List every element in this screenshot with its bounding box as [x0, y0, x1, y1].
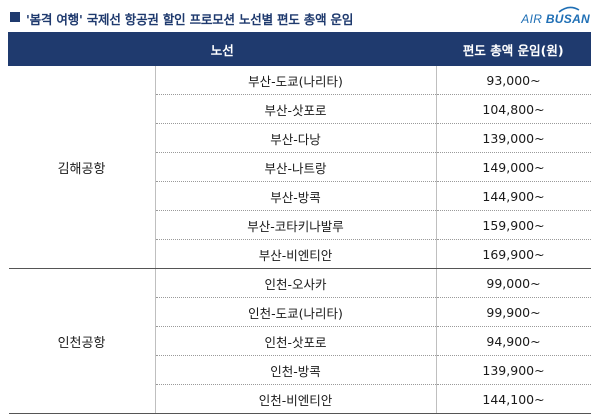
table-row: 부산-삿포로 104,800~ — [9, 94, 591, 124]
route-cell: 부산-도쿄(나리타) — [155, 65, 437, 95]
column-header-route: 노선 — [8, 33, 437, 66]
fare-cell: 144,100~ — [436, 384, 591, 414]
table-row: 인천-삿포로 94,900~ — [9, 326, 591, 356]
table-row: 인천-도쿄(나리타) 99,900~ — [9, 297, 591, 327]
logo-prefix: AIR — [521, 12, 543, 26]
route-cell: 인천-방콕 — [155, 355, 437, 385]
route-cell: 부산-다낭 — [155, 123, 437, 153]
route-cell: 인천-도쿄(나리타) — [155, 297, 437, 327]
table-row: 부산-방콕 144,900~ — [9, 181, 591, 211]
logo-main: BUSAN — [545, 12, 590, 26]
table-row: 인천공항 인천-오사카 99,000~ — [8, 268, 591, 414]
table-row: 부산-다낭 139,000~ — [9, 123, 591, 153]
table-header-row: 노선 편도 총액 운임(원) — [8, 33, 591, 66]
route-cell: 인천-오사카 — [155, 268, 437, 298]
fare-cell: 104,800~ — [436, 94, 591, 124]
route-cell: 인천-비엔티안 — [155, 384, 437, 414]
route-cell: 부산-방콕 — [155, 181, 437, 211]
fare-cell: 169,900~ — [436, 239, 591, 269]
fare-cell: 99,900~ — [436, 297, 591, 327]
airport-cell: 김해공항 — [8, 65, 156, 269]
table-row: 김해공항 부산-도쿄(나리타) 93,000~ — [8, 65, 591, 269]
airport-cell: 인천공항 — [8, 268, 156, 414]
route-cell: 부산-삿포로 — [155, 94, 437, 124]
table-top-rule — [8, 32, 591, 33]
fare-cell: 149,000~ — [436, 152, 591, 182]
page-title: '봄격 여행' 국제선 항공권 할인 프로모션 노선별 편도 총액 운임 — [26, 12, 354, 27]
route-cell: 부산-나트랑 — [155, 152, 437, 182]
table-row: 부산-코타키나발루 159,900~ — [9, 210, 591, 240]
route-cell: 인천-삿포로 — [155, 326, 437, 356]
table-row: 인천-방콕 139,900~ — [9, 355, 591, 385]
fare-cell: 93,000~ — [436, 65, 591, 95]
fare-cell: 99,000~ — [436, 268, 591, 298]
square-bullet-icon — [10, 12, 20, 22]
route-cell: 부산-코타키나발루 — [155, 210, 437, 240]
table-row: 부산-나트랑 149,000~ — [9, 152, 591, 182]
column-header-fare: 편도 총액 운임(원) — [435, 33, 591, 66]
page-header: '봄격 여행' 국제선 항공권 할인 프로모션 노선별 편도 총액 운임 AIR… — [8, 6, 592, 28]
fare-cell: 144,900~ — [436, 181, 591, 211]
table-row: 부산-비엔티안 169,900~ — [9, 239, 591, 269]
fare-cell: 139,000~ — [436, 123, 591, 153]
fare-cell: 139,900~ — [436, 355, 591, 385]
fare-table: 노선 편도 총액 운임(원) 김해공항 부산-도쿄(나리타) 93,000~ 부… — [8, 33, 591, 414]
fare-cell: 159,900~ — [436, 210, 591, 240]
fare-cell: 94,900~ — [436, 326, 591, 356]
route-cell: 부산-비엔티안 — [155, 239, 437, 269]
air-busan-logo: AIR BUSAN — [518, 6, 590, 27]
air-busan-logo-icon — [558, 6, 580, 13]
